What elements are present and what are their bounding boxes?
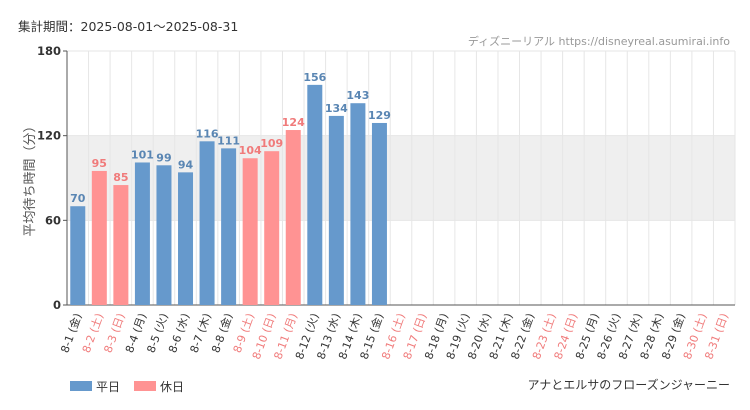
- value-label: 156: [303, 71, 326, 84]
- bar: [134, 162, 150, 305]
- value-label: 109: [260, 137, 283, 150]
- period-label: 集計期間：2025-08-01～2025-08-31: [18, 19, 238, 34]
- bar: [113, 185, 129, 305]
- y-tick-label: 180: [37, 44, 61, 58]
- bar: [199, 141, 215, 305]
- bar: [91, 170, 107, 305]
- bar: [371, 122, 387, 305]
- legend-swatch-weekday: [70, 381, 92, 391]
- y-tick-label: 60: [45, 213, 61, 227]
- bar: [307, 84, 323, 305]
- bar: [221, 148, 237, 305]
- y-axis: 0 60 120 180: [37, 44, 68, 312]
- attraction-name: アナとエルサのフローズンジャーニー: [527, 377, 730, 392]
- bar: [264, 151, 280, 305]
- bars: [70, 84, 387, 306]
- bar: [285, 130, 301, 305]
- value-label: 116: [196, 127, 219, 140]
- source-label: ディズニーリアル https://disneyreal.asumirai.inf…: [468, 34, 730, 48]
- bar: [242, 158, 258, 305]
- value-label: 104: [239, 144, 262, 157]
- value-label: 101: [131, 148, 154, 161]
- legend-swatch-holiday: [134, 381, 156, 391]
- y-axis-label: 平均待ち時間（分）: [23, 119, 38, 236]
- legend-label-holiday: 休日: [160, 380, 184, 394]
- bar: [70, 206, 86, 305]
- y-tick-label: 0: [53, 298, 61, 312]
- value-label: 129: [368, 109, 391, 122]
- value-label: 99: [156, 151, 171, 164]
- legend-label-weekday: 平日: [96, 380, 120, 394]
- value-label: 134: [325, 102, 348, 115]
- y-tick-label: 120: [37, 129, 61, 143]
- legend: 平日 休日: [70, 380, 184, 394]
- value-label: 95: [92, 157, 107, 170]
- value-label: 70: [70, 192, 86, 205]
- bar: [156, 165, 172, 305]
- bar: [350, 103, 366, 305]
- bar: [178, 172, 194, 305]
- bar: [328, 115, 344, 306]
- value-label: 85: [113, 171, 128, 184]
- value-label: 111: [217, 134, 240, 147]
- grid-lines: [66, 50, 736, 306]
- value-label: 124: [282, 116, 305, 129]
- x-axis-labels: 8-1 (金)8-2 (土)8-3 (日)8-4 (月)8-5 (火)8-6 (…: [57, 311, 731, 361]
- value-label: 143: [346, 89, 369, 102]
- value-label: 94: [178, 158, 194, 171]
